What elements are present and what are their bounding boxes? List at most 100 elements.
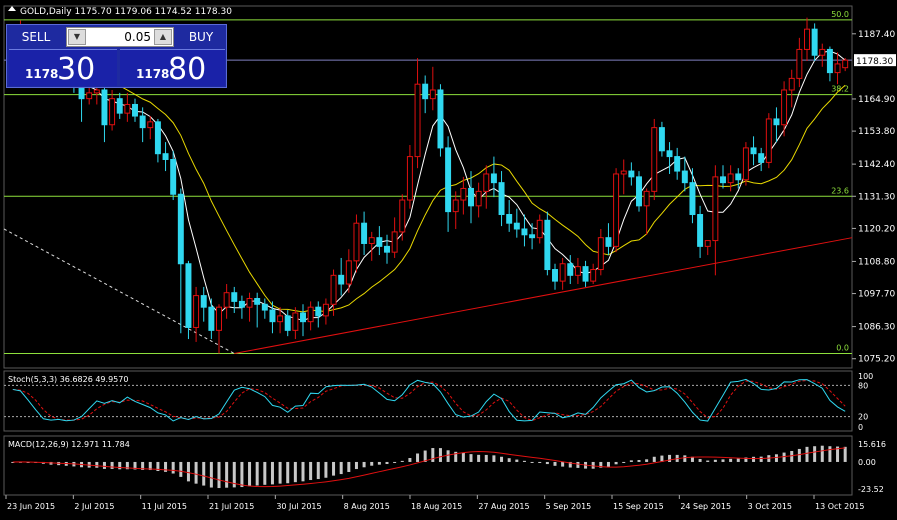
macd-histogram-bar: [408, 458, 412, 462]
macd-histogram-bar: [255, 461, 259, 486]
stoch-signal-line: [12, 379, 846, 422]
price-axis-label: 1075.20: [858, 355, 895, 365]
macd-histogram-bar: [347, 461, 351, 472]
buy-price-button[interactable]: 1178 80: [120, 49, 225, 87]
candle: [658, 127, 665, 152]
candle: [116, 98, 123, 114]
macd-histogram-bar: [614, 461, 618, 465]
macd-histogram-bar: [828, 446, 832, 462]
macd-histogram-bar: [530, 461, 534, 463]
candle: [513, 222, 520, 230]
sell-price-button[interactable]: 1178 30: [9, 49, 117, 87]
candle: [804, 28, 810, 50]
candle: [376, 237, 383, 247]
candle: [552, 269, 558, 282]
price-axis-label: 1142.40: [858, 160, 895, 170]
candle: [742, 147, 749, 181]
candle: [223, 292, 230, 308]
candle: [506, 214, 513, 224]
lot-size-input[interactable]: [89, 28, 151, 46]
candle: [422, 83, 429, 100]
candle: [697, 214, 704, 247]
time-axis-label: 5 Sep 2015: [546, 502, 592, 511]
candle: [361, 222, 368, 244]
macd-signal-line: [12, 447, 846, 488]
candle: [620, 170, 627, 175]
candle: [307, 306, 314, 323]
macd-histogram-bar: [11, 461, 15, 463]
trendline: [234, 237, 853, 355]
macd-histogram-bar: [209, 461, 213, 488]
candle: [177, 193, 184, 265]
macd-histogram-bar: [324, 461, 328, 478]
one-click-trading-panel: SELL ▼ ▲ BUY 1178 30 1178 80: [6, 24, 227, 88]
macd-histogram-bar: [446, 450, 450, 462]
macd-histogram-bar: [736, 458, 740, 462]
candle: [796, 48, 803, 79]
macd-histogram-bar: [752, 456, 756, 462]
sell-price-pips: 30: [57, 52, 96, 87]
time-axis-label: 18 Aug 2015: [411, 502, 462, 511]
fib-level-label: 0.0: [836, 344, 849, 353]
candle: [781, 89, 788, 126]
candle: [536, 219, 543, 239]
macd-histogram-bar: [423, 450, 427, 462]
candle: [544, 219, 551, 271]
candle: [322, 303, 329, 317]
candle: [368, 237, 375, 244]
price-axis-label: 1164.90: [858, 95, 895, 105]
macd-histogram-bar: [179, 461, 183, 477]
stoch-axis-label: 20: [858, 413, 868, 422]
macd-histogram-bar: [164, 461, 168, 472]
macd-histogram-bar: [545, 461, 549, 465]
candle: [704, 240, 711, 247]
price-axis-label: 1187.40: [858, 30, 895, 40]
candle: [277, 315, 284, 323]
candle: [765, 118, 772, 163]
candle: [750, 147, 757, 155]
stoch-axis-label: 80: [858, 381, 868, 390]
candle: [86, 92, 93, 100]
candle: [521, 228, 528, 236]
macd-histogram-bar: [393, 461, 397, 463]
macd-histogram-bar: [660, 455, 664, 462]
sell-button[interactable]: SELL: [21, 30, 51, 44]
macd-histogram-bar: [668, 454, 672, 462]
candle: [78, 86, 85, 100]
candle: [498, 182, 505, 216]
macd-histogram-bar: [286, 461, 290, 484]
candle: [269, 309, 276, 323]
symbol-menu-arrow-icon[interactable]: [8, 6, 16, 11]
macd-axis-label: 0.00: [858, 458, 876, 467]
candle: [238, 300, 245, 308]
macd-histogram-bar: [293, 461, 297, 483]
candle: [162, 153, 169, 160]
stoch-title: Stoch(5,3,3) 36.6826 49.9570: [8, 375, 128, 384]
candle: [651, 127, 658, 192]
candle: [292, 312, 299, 331]
time-axis-label: 21 Jul 2015: [209, 502, 254, 511]
macd-histogram-bar: [507, 458, 511, 462]
dashed-trendline: [3, 228, 235, 354]
candle: [124, 103, 131, 114]
stoch-main-line: [12, 378, 846, 422]
lot-decrease-arrow-icon[interactable]: ▼: [68, 29, 86, 45]
stoch-pane-frame: [3, 370, 853, 432]
macd-histogram-bar: [377, 461, 381, 465]
macd-histogram-bar: [698, 458, 702, 462]
lot-increase-arrow-icon[interactable]: ▲: [154, 29, 172, 45]
candle: [437, 89, 444, 149]
lot-size-stepper[interactable]: ▼ ▲: [66, 27, 174, 47]
macd-pane-frame: [3, 435, 853, 496]
candle: [559, 263, 566, 282]
macd-histogram-bar: [240, 461, 244, 488]
candle: [720, 176, 726, 184]
macd-histogram-bar: [492, 455, 496, 462]
candle: [773, 118, 780, 126]
candle: [681, 170, 688, 184]
buy-button[interactable]: BUY: [188, 30, 214, 44]
candle: [154, 121, 161, 155]
candle: [788, 77, 795, 91]
macd-histogram-bar: [354, 461, 358, 470]
candle: [819, 48, 826, 56]
